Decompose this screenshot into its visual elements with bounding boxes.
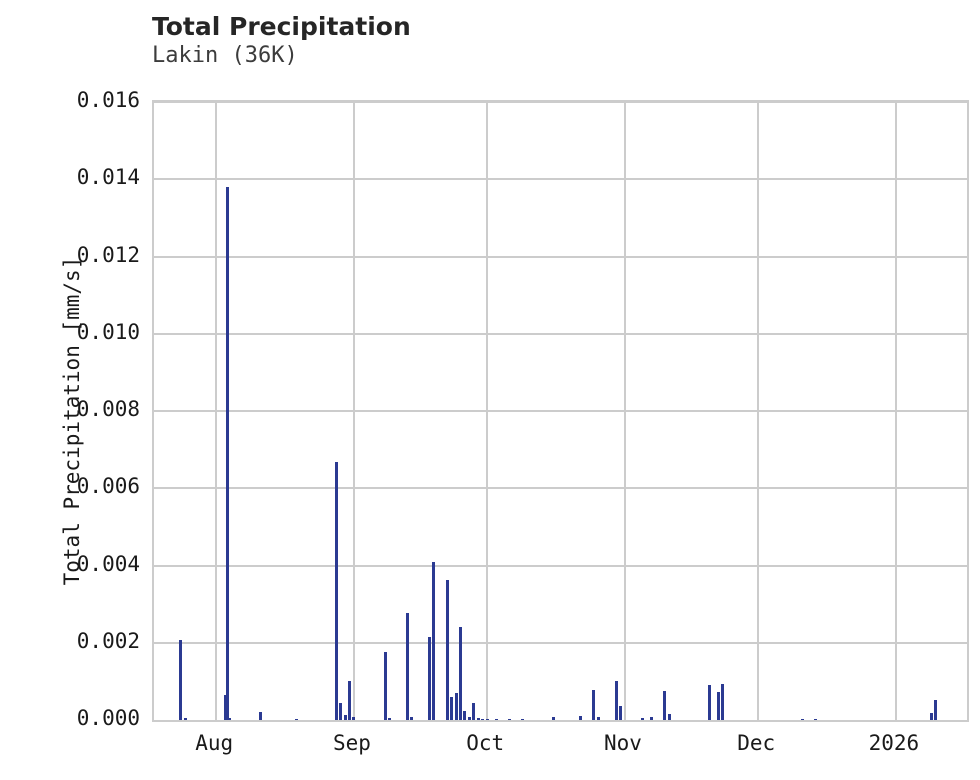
bar bbox=[596, 716, 600, 720]
bar bbox=[352, 716, 356, 720]
bar bbox=[467, 716, 471, 720]
bar bbox=[641, 717, 645, 720]
bar bbox=[183, 717, 187, 720]
bar bbox=[259, 711, 263, 720]
bar bbox=[427, 636, 431, 720]
y-tick-label: 0.000 bbox=[76, 706, 140, 730]
bar bbox=[507, 718, 511, 720]
x-tick-label: 2026 bbox=[868, 731, 920, 755]
bar bbox=[934, 699, 938, 720]
x-tick-label: Nov bbox=[603, 731, 642, 755]
bar bbox=[614, 680, 618, 720]
bar bbox=[454, 692, 458, 720]
bar bbox=[450, 696, 454, 720]
bar bbox=[476, 718, 480, 720]
y-tick-label: 0.004 bbox=[76, 551, 140, 576]
bar bbox=[387, 718, 391, 720]
y-axis-label-wrap: Total Precipitation [mm/s] bbox=[30, 0, 84, 780]
gridline-horizontal bbox=[154, 564, 967, 567]
page-title: Total Precipitation bbox=[152, 12, 411, 41]
title-block: Total Precipitation Lakin (36K) bbox=[152, 12, 411, 70]
x-tick-label: Dec bbox=[737, 731, 776, 755]
bar bbox=[667, 713, 671, 720]
bar bbox=[343, 714, 347, 720]
bar bbox=[494, 718, 498, 720]
bar bbox=[716, 692, 720, 720]
bar bbox=[663, 691, 667, 720]
bar bbox=[463, 710, 467, 720]
gridline-horizontal bbox=[154, 102, 967, 103]
x-tick-label: Sep bbox=[332, 731, 371, 755]
bar bbox=[707, 684, 711, 720]
bar bbox=[578, 716, 582, 720]
y-tick-label: 0.006 bbox=[76, 474, 140, 499]
bar bbox=[459, 626, 463, 720]
bar bbox=[801, 718, 805, 720]
y-tick-label: 0.010 bbox=[76, 319, 140, 344]
gridline-horizontal bbox=[154, 178, 967, 181]
bar bbox=[552, 716, 556, 720]
bar bbox=[481, 718, 485, 720]
bar bbox=[650, 716, 654, 720]
gridline-horizontal bbox=[154, 641, 967, 644]
bar bbox=[223, 694, 227, 720]
gridline-horizontal bbox=[154, 410, 967, 412]
y-axis-label: Total Precipitation [mm/s] bbox=[60, 256, 84, 586]
y-tick-label: 0.012 bbox=[76, 242, 140, 267]
bar bbox=[445, 580, 449, 720]
bar bbox=[472, 703, 476, 720]
bar-peak bbox=[225, 186, 229, 720]
chart-subtitle: Lakin (36K) bbox=[152, 43, 298, 68]
bar bbox=[814, 718, 818, 720]
y-tick-label: 0.002 bbox=[76, 628, 140, 653]
bar bbox=[383, 651, 387, 720]
y-tick-label: 0.008 bbox=[76, 397, 140, 421]
y-tick-label: 0.016 bbox=[76, 88, 140, 112]
plot-area bbox=[152, 100, 969, 722]
bar bbox=[521, 718, 525, 720]
x-tick-label: Aug bbox=[195, 731, 234, 755]
bar bbox=[405, 612, 409, 720]
plot-inner bbox=[154, 102, 967, 720]
gridline-horizontal bbox=[154, 487, 967, 490]
bar bbox=[618, 706, 622, 720]
bar bbox=[347, 680, 351, 720]
bar bbox=[179, 639, 183, 720]
y-tick-label: 0.014 bbox=[76, 165, 140, 190]
bar bbox=[334, 462, 338, 720]
bar bbox=[721, 684, 725, 720]
bar bbox=[485, 718, 489, 720]
gridline-horizontal bbox=[154, 255, 967, 258]
y-axis-tick-labels: 0.000 0.002 0.004 0.006 0.008 0.010 0.012 0.014… bbox=[0, 0, 140, 780]
bar bbox=[410, 717, 414, 720]
bar bbox=[339, 703, 343, 720]
bar bbox=[929, 713, 933, 720]
gridline-horizontal bbox=[154, 332, 967, 335]
bar bbox=[294, 718, 298, 720]
bar bbox=[592, 689, 596, 720]
bar bbox=[228, 718, 232, 720]
bar bbox=[432, 562, 436, 720]
x-tick-label: Oct bbox=[466, 731, 505, 755]
